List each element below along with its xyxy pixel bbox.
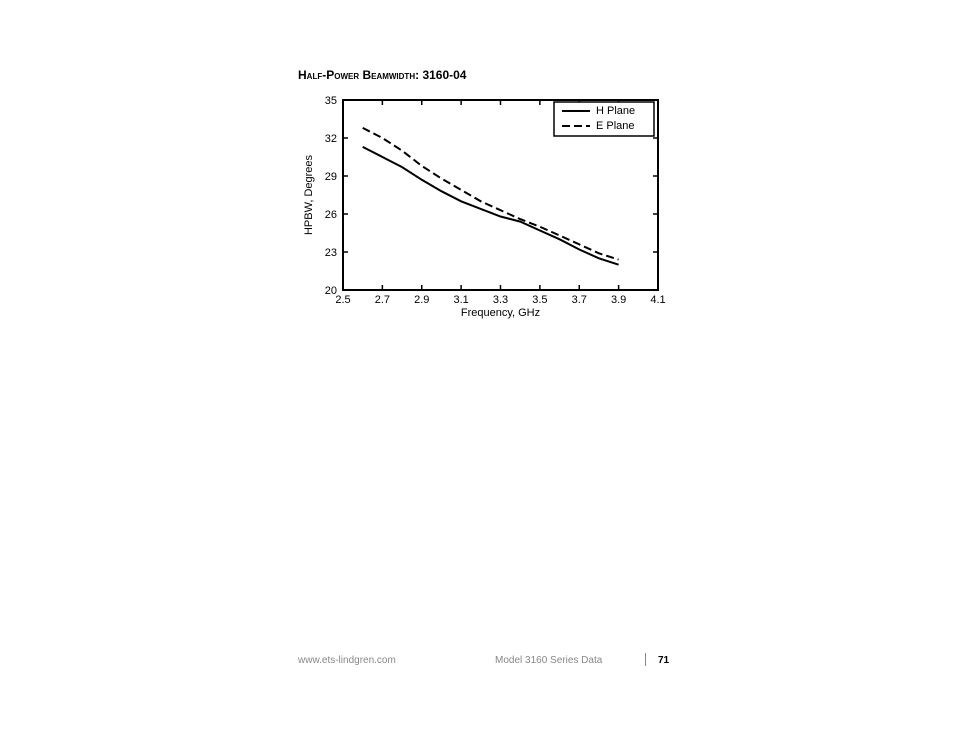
svg-text:4.1: 4.1: [650, 294, 665, 306]
svg-text:2.7: 2.7: [375, 294, 390, 306]
svg-text:3.3: 3.3: [493, 294, 508, 306]
beamwidth-chart: 2.5 2.7 2.9 3.1 3.3 3.5 3.7 3.9 4.1 20 23 26 29 32 35 F…: [298, 92, 668, 322]
svg-text:35: 35: [325, 95, 337, 107]
svg-text:3.5: 3.5: [532, 294, 547, 306]
svg-text:32: 32: [325, 133, 337, 145]
svg-text:E Plane: E Plane: [596, 120, 635, 132]
svg-text:3.1: 3.1: [453, 294, 468, 306]
footer-separator: [645, 653, 646, 666]
footer-url: www.ets-lindgren.com: [298, 655, 396, 666]
page-number: 71: [658, 655, 669, 666]
svg-text:2.5: 2.5: [335, 294, 350, 306]
svg-text:2.9: 2.9: [414, 294, 429, 306]
svg-text:20: 20: [325, 285, 337, 297]
svg-text:Frequency, GHz: Frequency, GHz: [461, 307, 540, 319]
svg-text:29: 29: [325, 171, 337, 183]
svg-text:26: 26: [325, 209, 337, 221]
svg-text:HPBW, Degrees: HPBW, Degrees: [303, 154, 315, 235]
svg-text:3.7: 3.7: [572, 294, 587, 306]
chart-title-model: 3160-04: [422, 68, 466, 82]
svg-text:H Plane: H Plane: [596, 105, 635, 117]
footer-section: Model 3160 Series Data: [495, 655, 602, 666]
chart-title-prefix: Half-Power Beamwidth:: [298, 68, 422, 82]
svg-text:23: 23: [325, 247, 337, 259]
chart-title: Half-Power Beamwidth: 3160-04: [298, 68, 466, 82]
svg-text:3.9: 3.9: [611, 294, 626, 306]
